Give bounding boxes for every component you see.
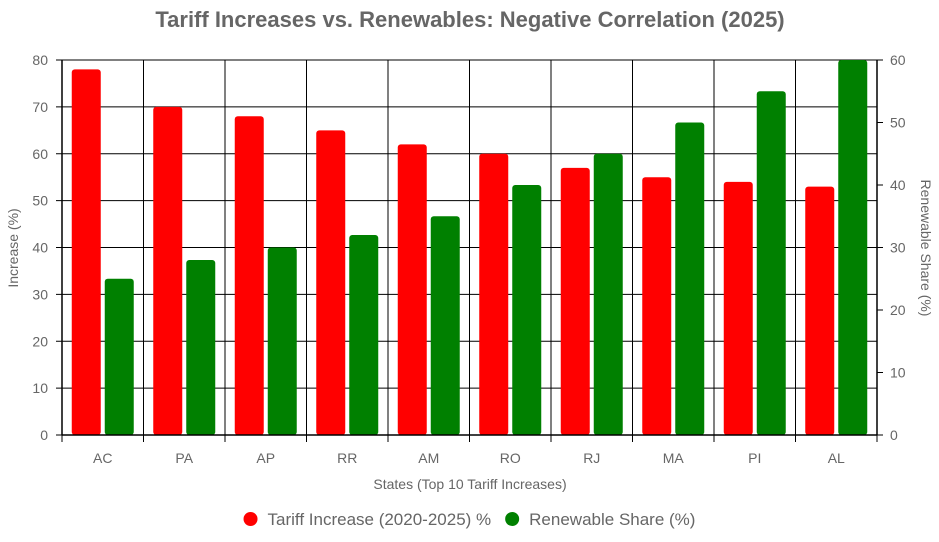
x-axis-label: States (Top 10 Tariff Increases) <box>373 476 566 492</box>
x-tick-label: AM <box>418 450 439 466</box>
tariff-increase-bar-pa <box>153 106 183 435</box>
y2-tick-label: 50 <box>890 115 906 131</box>
y2-axis-label: Renewable Share (%) <box>918 180 934 317</box>
y-tick-label: 40 <box>32 240 48 256</box>
renewable-share-bar-ma <box>675 122 705 435</box>
legend-label-tariff-increase: Tariff Increase (2020-2025) % <box>268 510 492 529</box>
x-tick-label: AP <box>256 450 275 466</box>
x-tick-label: RR <box>337 450 357 466</box>
axes: 0 10 20 30 40 50 60 70 80 0 10 20 30 40 50 60 AC PA AP RR AM… <box>32 52 905 466</box>
tariff-increase-bar-ap <box>234 116 264 435</box>
y2-tick-label: 0 <box>890 427 898 443</box>
x-tick-label: AL <box>828 450 845 466</box>
y2-tick-label: 60 <box>890 52 906 68</box>
legend: Tariff Increase (2020-2025) % Renewable S… <box>243 510 695 529</box>
bars <box>71 60 868 435</box>
x-tick-label: AC <box>93 450 112 466</box>
y-axis-label: Increase (%) <box>5 208 21 287</box>
y2-tick-label: 10 <box>890 365 906 381</box>
y-tick-label: 70 <box>32 99 48 115</box>
y-tick-label: 30 <box>32 286 48 302</box>
y-tick-label: 80 <box>32 52 48 68</box>
legend-label-renewable-share: Renewable Share (%) <box>529 510 695 529</box>
tariff-increase-bar-pi <box>723 181 753 435</box>
renewable-share-bar-ro <box>512 185 542 435</box>
tariff-increase-bar-al <box>805 186 835 435</box>
x-tick-label: PA <box>175 450 193 466</box>
y2-tick-label: 20 <box>890 302 906 318</box>
legend-marker-tariff-increase <box>243 512 258 526</box>
renewable-share-bar-ap <box>267 247 297 435</box>
x-tick-label: RO <box>500 450 521 466</box>
y-tick-label: 60 <box>32 146 48 162</box>
y-tick-label: 50 <box>32 193 48 209</box>
legend-marker-renewable-share <box>505 512 520 526</box>
renewable-share-bar-am <box>430 216 460 435</box>
x-tick-label: RJ <box>583 450 600 466</box>
renewable-share-bar-ac <box>104 278 134 435</box>
tariff-increase-bar-ma <box>642 177 672 435</box>
tariff-increase-bar-am <box>397 144 427 435</box>
grid-lines <box>61 59 878 436</box>
y-tick-label: 20 <box>32 333 48 349</box>
renewable-share-bar-rr <box>349 235 379 435</box>
y2-tick-label: 40 <box>890 177 906 193</box>
renewable-share-bar-pi <box>756 91 786 435</box>
tariff-increase-bar-ac <box>71 69 101 435</box>
y-tick-label: 0 <box>40 427 48 443</box>
tariff-increase-bar-rj <box>560 167 590 435</box>
tariff-increase-bar-ro <box>479 153 509 435</box>
y2-tick-label: 30 <box>890 240 906 256</box>
x-tick-label: PI <box>748 450 761 466</box>
renewable-share-bar-rj <box>593 153 623 435</box>
tariff-increase-bar-rr <box>316 130 346 435</box>
renewable-share-bar-al <box>838 60 868 435</box>
x-tick-label: MA <box>663 450 685 466</box>
chart-title: Tariff Increases vs. Renewables: Negativ… <box>155 7 784 32</box>
renewable-share-bar-pa <box>186 260 216 435</box>
y-tick-label: 10 <box>32 380 48 396</box>
